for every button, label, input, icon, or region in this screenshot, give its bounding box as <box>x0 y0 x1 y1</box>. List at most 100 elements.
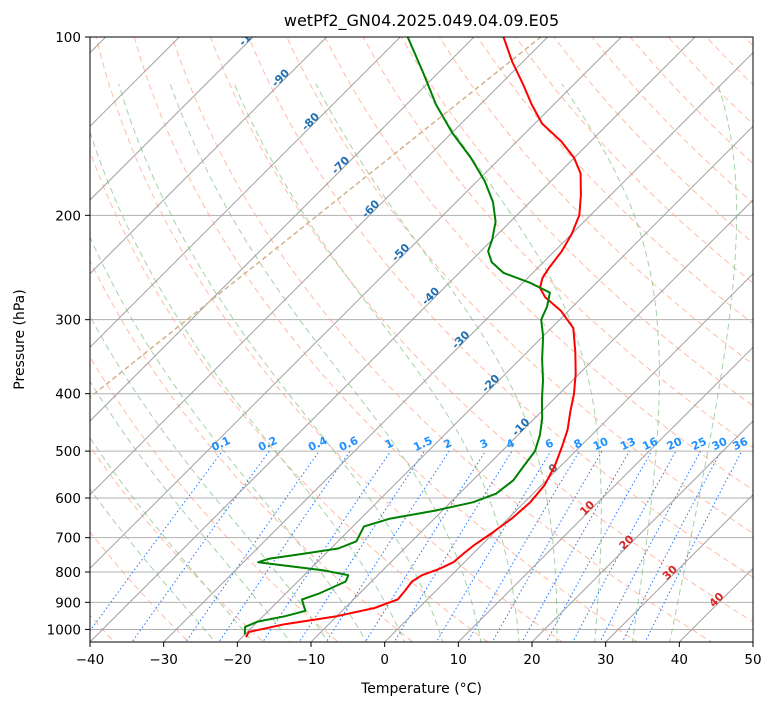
dry-adiabat-line <box>286 37 753 534</box>
isotherm-line <box>0 10 59 654</box>
x-axis-label: Temperature (°C) <box>360 681 482 697</box>
y-tick-label: 800 <box>55 565 81 581</box>
mixing-ratio-lines <box>90 450 743 642</box>
mixing-ratio-label: 3 <box>478 436 490 451</box>
y-tick-label: 1000 <box>47 622 81 638</box>
isotherm-line <box>162 51 753 642</box>
isotherm-label: -80 <box>299 110 322 133</box>
y-tick-label: 400 <box>55 387 81 403</box>
profile-lines <box>243 37 582 638</box>
y-tick-label: 300 <box>55 313 81 329</box>
dry-adiabat-line <box>90 150 489 642</box>
chart-title: wetPf2_GN04.2025.049.04.09.E05 <box>284 11 559 31</box>
pressure-grid <box>90 37 753 630</box>
x-tick-label: 40 <box>671 652 688 668</box>
mixing-ratio-line <box>435 450 552 642</box>
mixing-ratio-line <box>90 450 223 632</box>
mixing-ratio-line <box>545 450 653 642</box>
temperature-profile-line <box>245 37 582 638</box>
plot-frame <box>89 36 754 643</box>
mixing-ratio-line <box>218 450 351 642</box>
dry-adiabat-line <box>90 445 265 642</box>
moist-adiabat-line <box>90 314 329 642</box>
ice-line <box>90 37 543 399</box>
dry-adiabat-line <box>362 37 753 449</box>
isotherm-line <box>90 37 623 570</box>
isotherm-label: -70 <box>329 154 352 177</box>
moist-adiabat-line <box>561 83 660 642</box>
moist-adiabat-line <box>90 380 291 642</box>
moist-adiabat-line <box>90 436 254 642</box>
mixing-ratio-label: 16 <box>640 435 660 453</box>
mixing-ratio-label: 6 <box>543 436 556 451</box>
dry-adiabat-line <box>591 37 753 204</box>
isotherm-line <box>752 641 753 642</box>
mixing-ratio-label: 4 <box>504 436 517 451</box>
x-tick-label: 0 <box>380 652 389 668</box>
mixing-ratio-line <box>466 450 580 642</box>
isotherm-label: -90 <box>269 66 292 89</box>
isotherm-line <box>90 37 549 496</box>
moist-adiabat-line <box>315 83 558 642</box>
warm-isotherm-label: 10 <box>577 498 597 518</box>
isotherm-line <box>90 37 475 422</box>
isotherms <box>0 10 753 654</box>
isotherm-label: -50 <box>389 241 412 264</box>
moist-adiabat-line <box>233 83 520 642</box>
warm-isotherm-label: 20 <box>617 532 637 552</box>
isotherm-label: -10 <box>509 415 532 438</box>
mixing-ratio-line <box>185 450 320 642</box>
warm-isotherm-label: 30 <box>660 562 680 582</box>
isotherm-line <box>90 37 402 349</box>
mixing-ratio-label: 30 <box>710 435 730 453</box>
x-tick-label: 10 <box>450 652 467 668</box>
isotherm-line <box>531 420 753 642</box>
isotherm-line <box>310 199 753 642</box>
isotherm-line <box>90 37 696 642</box>
dewpoint-profile-line <box>243 37 551 635</box>
mixing-ratio-line <box>491 450 603 642</box>
mixing-ratio-label: 10 <box>591 435 611 453</box>
dry-adiabat-line <box>477 37 753 325</box>
x-tick-label: 50 <box>744 652 761 668</box>
mixing-ratio-line <box>131 450 270 642</box>
dry-adiabat-line <box>667 37 753 125</box>
isotherm-label: -60 <box>359 197 382 220</box>
isotherm-line <box>90 37 328 275</box>
plot-area: 0.1 0.2 0.4 0.6 1 1.5 2 3 4 6 8 10 13 16 20 25 30 36-100-… <box>0 10 753 654</box>
mixing-ratio-label: 13 <box>618 435 637 453</box>
axes: −40 −30 −20 −10 0 10 20 30 40 50 100 200 300 400 500 60… <box>47 30 762 668</box>
dry-adiabat-line <box>324 37 753 491</box>
dry-adiabat-line <box>400 37 753 407</box>
dry-adiabat-line <box>744 37 753 47</box>
isotherm-line <box>383 272 753 642</box>
isotherm-line <box>90 37 254 201</box>
dry-adiabats <box>90 37 753 642</box>
warm-isotherm-label: 40 <box>707 590 727 610</box>
mixing-ratio-line <box>393 450 513 642</box>
isotherm-label: -100 <box>236 20 265 49</box>
x-tick-label: −30 <box>149 652 178 668</box>
y-axis-label: Pressure (hPa) <box>12 289 28 389</box>
dry-adiabat-line <box>248 37 753 578</box>
moist-adiabat-line <box>118 83 444 642</box>
mixing-ratio-label: 25 <box>689 435 708 453</box>
moist-adiabat-line <box>90 130 406 642</box>
x-tick-label: −10 <box>297 652 326 668</box>
moist-adiabat-line <box>90 488 216 642</box>
x-tick-label: 20 <box>523 652 540 668</box>
mixing-ratio-line <box>325 450 450 642</box>
isotherm-line <box>604 493 753 642</box>
y-tick-label: 200 <box>55 208 81 224</box>
y-tick-label: 900 <box>55 595 81 611</box>
mixing-ratio-label: 2 <box>442 436 454 451</box>
moist-adiabat-line <box>669 83 738 642</box>
moist-adiabat-line <box>169 83 482 642</box>
x-tick-label: −20 <box>223 652 252 668</box>
dry-adiabat-line <box>438 37 753 366</box>
dry-adiabat-line <box>171 37 713 642</box>
x-tick-label: −40 <box>76 652 105 668</box>
dry-adiabat-line <box>90 259 414 642</box>
isotherm-label: -40 <box>419 284 442 307</box>
